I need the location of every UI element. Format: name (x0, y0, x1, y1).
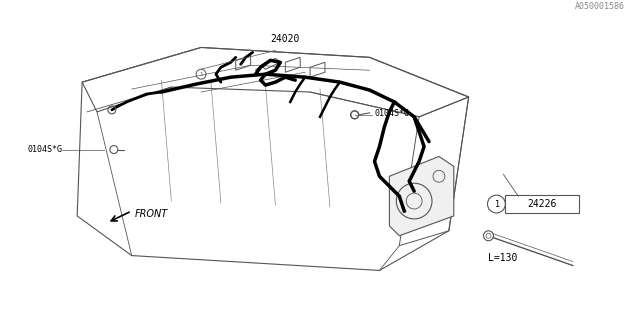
Text: 24226: 24226 (527, 199, 557, 209)
Text: 0104S*G: 0104S*G (374, 109, 410, 118)
Text: L=130: L=130 (488, 252, 518, 262)
Text: FRONT: FRONT (134, 209, 168, 219)
Text: 1: 1 (199, 72, 203, 77)
Polygon shape (389, 156, 454, 236)
Text: 0104S*G: 0104S*G (28, 145, 62, 154)
Text: 24020: 24020 (271, 35, 300, 44)
Text: A050001586: A050001586 (575, 2, 625, 11)
Text: 1: 1 (494, 200, 499, 209)
